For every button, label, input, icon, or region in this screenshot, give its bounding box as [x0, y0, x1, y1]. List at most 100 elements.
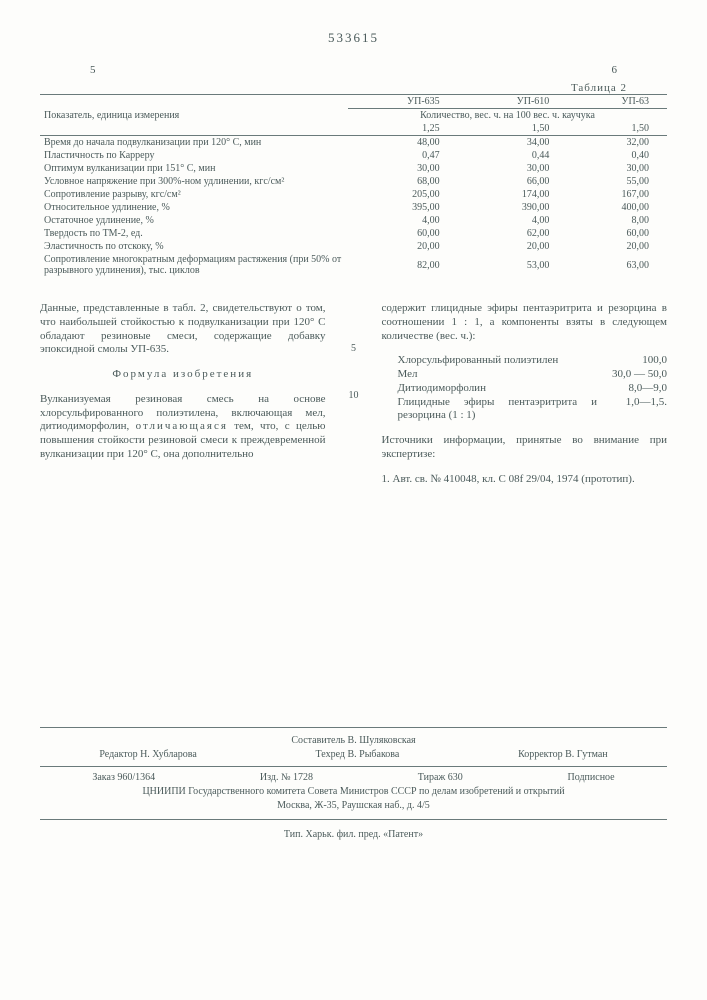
right-para2: Источники информации, принятые во вниман…: [382, 434, 668, 462]
component-row: Мел30,0 — 50,0: [382, 368, 668, 382]
row-label: Эластичность по отскоку, %: [40, 240, 348, 253]
footer-izd: Изд. № 1728: [260, 771, 313, 785]
table-row: Эластичность по отскоку, %20,0020,0020,0…: [40, 240, 667, 253]
right-para3: 1. Авт. св. № 410048, кл. C 08f 29/04, 1…: [382, 473, 668, 487]
body-columns: Данные, представленные в табл. 2, свидет…: [40, 291, 667, 497]
row-label: Относительное удлинение, %: [40, 201, 348, 214]
cell: 32,00: [567, 136, 667, 150]
cell: 8,00: [567, 214, 667, 227]
table-row: Оптимум вулканизации при 151° С, мин30,0…: [40, 162, 667, 175]
table-row: Сопротивление многократным деформациям р…: [40, 253, 667, 277]
cell: 82,00: [348, 253, 458, 277]
table-row: Сопротивление разрыву, кгс/см²205,00174,…: [40, 188, 667, 201]
cell: 60,00: [348, 227, 458, 240]
left-para1: Данные, представленные в табл. 2, свидет…: [40, 302, 326, 357]
footer-block: Составитель В. Шуляковская Редактор Н. Х…: [40, 727, 667, 820]
table-row: Остаточное удлинение, %4,004,008,00: [40, 214, 667, 227]
header-col-2: УП-63: [567, 95, 667, 109]
row-label: Пластичность по Карреру: [40, 149, 348, 162]
document-number: 533615: [40, 30, 667, 46]
header-val-1: 1,50: [458, 122, 568, 136]
footer-tech: Техред В. Рыбакова: [316, 748, 400, 762]
cell: 34,00: [458, 136, 568, 150]
table-caption: Таблица 2: [40, 82, 627, 94]
component-label: Глицидные эфиры пентаэритрита и резорцин…: [398, 396, 598, 424]
cell: 63,00: [567, 253, 667, 277]
cell: 4,00: [458, 214, 568, 227]
component-value: 30,0 — 50,0: [597, 368, 667, 382]
cell: 30,00: [348, 162, 458, 175]
left-column: Данные, представленные в табл. 2, свидет…: [40, 291, 326, 497]
table-2: Таблица 2 Показатель, единица измерения …: [40, 82, 667, 277]
table-row: Условное напряжение при 300%-ном удлинен…: [40, 175, 667, 188]
cell: 66,00: [458, 175, 568, 188]
gutter-10: 10: [348, 390, 360, 401]
cell: 20,00: [567, 240, 667, 253]
row-label: Сопротивление разрыву, кгс/см²: [40, 188, 348, 201]
cell: 0,40: [567, 149, 667, 162]
footer-printer: Тип. Харьк. фил. пред. «Патент»: [40, 829, 667, 840]
component-value: 1,0—1,5.: [597, 396, 667, 424]
footer-editor: Редактор Н. Хубларова: [99, 748, 196, 762]
row-label: Остаточное удлинение, %: [40, 214, 348, 227]
cell: 48,00: [348, 136, 458, 150]
header-val-0: 1,25: [348, 122, 458, 136]
cell: 55,00: [567, 175, 667, 188]
formula-title: Формула изобретения: [40, 368, 326, 382]
cell: 400,00: [567, 201, 667, 214]
component-row: Хлорсульфированный полиэтилен100,0: [382, 354, 668, 368]
component-label: Мел: [398, 368, 598, 382]
table-row: Твердость по ТМ-2, ед.60,0062,0060,00: [40, 227, 667, 240]
footer-corr: Корректор В. Гутман: [518, 748, 608, 762]
component-value: 100,0: [597, 354, 667, 368]
cell: 60,00: [567, 227, 667, 240]
header-col-0: УП-635: [348, 95, 458, 109]
component-value: 8,0—9,0: [597, 382, 667, 396]
header-label: Показатель, единица измерения: [40, 95, 348, 136]
cell: 395,00: [348, 201, 458, 214]
row-label: Время до начала подвулканизации при 120°…: [40, 136, 348, 150]
table-row: Относительное удлинение, %395,00390,0040…: [40, 201, 667, 214]
gutter-numbers: 5 10: [348, 291, 360, 497]
cell: 205,00: [348, 188, 458, 201]
footer-zakaz: Заказ 960/1364: [92, 771, 155, 785]
cell: 167,00: [567, 188, 667, 201]
right-para1: содержит глицидные эфиры пентаэритрита и…: [382, 302, 668, 343]
cell: 20,00: [348, 240, 458, 253]
cell: 390,00: [458, 201, 568, 214]
cell: 68,00: [348, 175, 458, 188]
footer-compiler: Составитель В. Шуляковская: [40, 734, 667, 748]
cell: 174,00: [458, 188, 568, 201]
cell: 62,00: [458, 227, 568, 240]
col-num-left: 5: [90, 64, 96, 76]
component-row: Дитиодиморфолин8,0—9,0: [382, 382, 668, 396]
footer-podp: Подписное: [568, 771, 615, 785]
left-para2: Вулканизуемая резиновая смесь на основе …: [40, 393, 326, 462]
column-numbers: 5 6: [90, 64, 617, 76]
cell: 4,00: [348, 214, 458, 227]
row-label: Условное напряжение при 300%-ном удлинен…: [40, 175, 348, 188]
header-col-1: УП-610: [458, 95, 568, 109]
header-val-2: 1,50: [567, 122, 667, 136]
cell: 20,00: [458, 240, 568, 253]
cell: 30,00: [458, 162, 568, 175]
footer-addr: Москва, Ж-35, Раушская наб., д. 4/5: [40, 799, 667, 813]
component-label: Хлорсульфированный полиэтилен: [398, 354, 598, 368]
footer-tirazh: Тираж 630: [418, 771, 463, 785]
table-row: Пластичность по Карреру0,470,440,40: [40, 149, 667, 162]
cell: 53,00: [458, 253, 568, 277]
row-label: Твердость по ТМ-2, ед.: [40, 227, 348, 240]
cell: 0,44: [458, 149, 568, 162]
footer-org: ЦНИИПИ Государственного комитета Совета …: [40, 785, 667, 799]
gutter-5: 5: [348, 343, 360, 354]
component-row: Глицидные эфиры пентаэритрита и резорцин…: [382, 396, 668, 424]
cell: 0,47: [348, 149, 458, 162]
component-label: Дитиодиморфолин: [398, 382, 598, 396]
right-column: содержит глицидные эфиры пентаэритрита и…: [382, 291, 668, 497]
row-label: Сопротивление многократным деформациям р…: [40, 253, 348, 277]
row-label: Оптимум вулканизации при 151° С, мин: [40, 162, 348, 175]
header-sub: Количество, вес. ч. на 100 вес. ч. каучу…: [348, 109, 667, 123]
cell: 30,00: [567, 162, 667, 175]
col-num-right: 6: [612, 64, 618, 76]
table-row: Время до начала подвулканизации при 120°…: [40, 136, 667, 150]
